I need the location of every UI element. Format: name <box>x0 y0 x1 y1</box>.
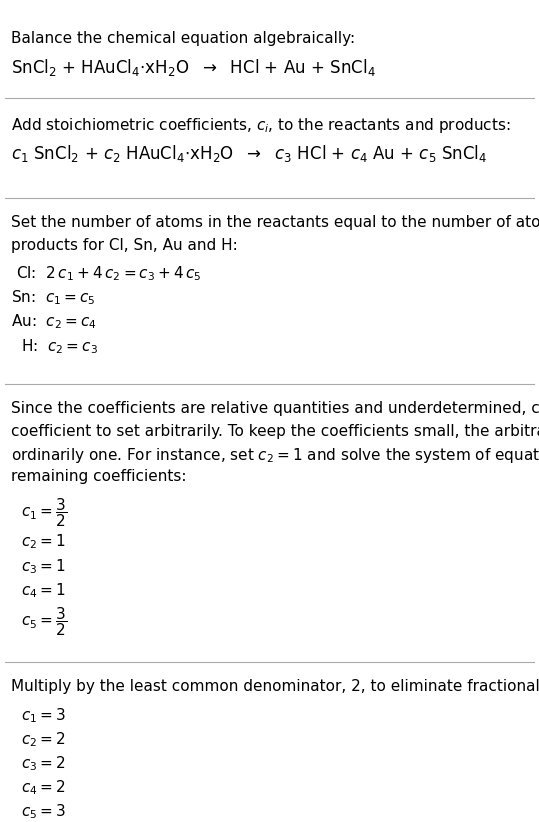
Text: Multiply by the least common denominator, 2, to eliminate fractional coefficient: Multiply by the least common denominator… <box>11 679 539 695</box>
Text: $c_1 = \dfrac{3}{2}$: $c_1 = \dfrac{3}{2}$ <box>21 496 67 529</box>
Text: $c_3 = 2$: $c_3 = 2$ <box>21 754 66 773</box>
Text: $c_3 = 1$: $c_3 = 1$ <box>21 556 66 575</box>
Text: Sn:  $c_1 = c_5$: Sn: $c_1 = c_5$ <box>11 289 95 307</box>
Text: $c_5 = \dfrac{3}{2}$: $c_5 = \dfrac{3}{2}$ <box>21 605 67 638</box>
Text: products for Cl, Sn, Au and H:: products for Cl, Sn, Au and H: <box>11 238 237 253</box>
Text: coefficient to set arbitrarily. To keep the coefficients small, the arbitrary va: coefficient to set arbitrarily. To keep … <box>11 424 539 439</box>
Text: Cl:  $2\,c_1 + 4\,c_2 = c_3 + 4\,c_5$: Cl: $2\,c_1 + 4\,c_2 = c_3 + 4\,c_5$ <box>16 265 202 283</box>
Text: $c_1$ SnCl$_2$ + $c_2$ HAuCl$_4$$\cdot$xH$_2$O  $\rightarrow$  $c_3$ HCl + $c_4$: $c_1$ SnCl$_2$ + $c_2$ HAuCl$_4$$\cdot$x… <box>11 143 487 164</box>
Text: Balance the chemical equation algebraically:: Balance the chemical equation algebraica… <box>11 30 355 46</box>
Text: H:  $c_2 = c_3$: H: $c_2 = c_3$ <box>21 337 98 356</box>
Text: Add stoichiometric coefficients, $c_i$, to the reactants and products:: Add stoichiometric coefficients, $c_i$, … <box>11 116 510 135</box>
Text: SnCl$_2$ + HAuCl$_4$$\cdot$xH$_2$O  $\rightarrow$  HCl + Au + SnCl$_4$: SnCl$_2$ + HAuCl$_4$$\cdot$xH$_2$O $\rig… <box>11 57 376 77</box>
Text: Au:  $c_2 = c_4$: Au: $c_2 = c_4$ <box>11 312 96 331</box>
Text: $c_2 = 1$: $c_2 = 1$ <box>21 533 66 552</box>
Text: $c_4 = 1$: $c_4 = 1$ <box>21 581 66 600</box>
Text: $c_2 = 2$: $c_2 = 2$ <box>21 730 66 749</box>
Text: remaining coefficients:: remaining coefficients: <box>11 469 186 484</box>
Text: $c_1 = 3$: $c_1 = 3$ <box>21 706 66 724</box>
Text: $c_5 = 3$: $c_5 = 3$ <box>21 802 66 821</box>
Text: Set the number of atoms in the reactants equal to the number of atoms in the: Set the number of atoms in the reactants… <box>11 215 539 230</box>
Text: ordinarily one. For instance, set $c_2 = 1$ and solve the system of equations fo: ordinarily one. For instance, set $c_2 =… <box>11 446 539 465</box>
Text: Since the coefficients are relative quantities and underdetermined, choose a: Since the coefficients are relative quan… <box>11 401 539 416</box>
Text: $c_4 = 2$: $c_4 = 2$ <box>21 778 66 797</box>
